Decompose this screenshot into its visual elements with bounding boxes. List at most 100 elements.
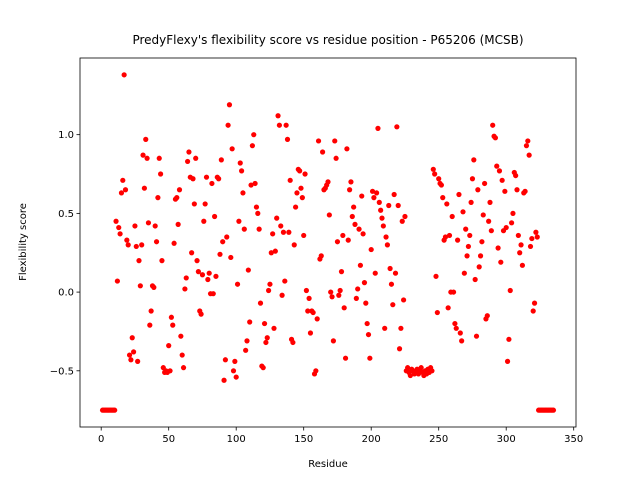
point [523, 143, 530, 149]
point [341, 305, 347, 311]
point [391, 191, 397, 198]
axes-frame [79, 57, 577, 428]
chart-title: PredyFlexy's flexibility score vs residu… [132, 33, 523, 47]
point [457, 330, 463, 336]
x-tick-label: 250 [429, 434, 448, 445]
point [141, 185, 147, 191]
x-tick-label: 200 [362, 434, 381, 445]
point [299, 195, 305, 201]
point [329, 294, 335, 300]
point [225, 122, 231, 128]
x-tick-label: 0 [98, 434, 104, 445]
point [124, 237, 130, 243]
point [440, 195, 446, 201]
point [120, 177, 126, 183]
point [509, 220, 515, 226]
point [217, 251, 223, 257]
x-tick-label: 300 [497, 434, 516, 445]
point [178, 333, 184, 339]
point [476, 264, 482, 270]
point [486, 218, 492, 224]
point [360, 231, 366, 237]
point [336, 292, 342, 298]
point [533, 229, 539, 235]
point [513, 172, 519, 179]
point [184, 158, 191, 165]
point [390, 302, 396, 308]
point [506, 336, 512, 342]
point [464, 253, 470, 259]
point [113, 218, 119, 224]
point [429, 368, 435, 374]
point [430, 166, 436, 172]
point [153, 239, 160, 245]
point [310, 309, 316, 316]
point [218, 157, 224, 163]
point [268, 250, 274, 256]
point [344, 146, 350, 152]
point [371, 195, 377, 201]
point [122, 187, 129, 193]
point [515, 232, 521, 239]
x-tick-label: 350 [564, 434, 583, 445]
point [228, 254, 234, 261]
y-tick-label: −0.5 [50, 366, 74, 377]
point [479, 239, 485, 245]
x-tick-label: 150 [294, 434, 313, 445]
point [367, 355, 373, 361]
point [401, 297, 407, 303]
point [116, 224, 122, 231]
point [452, 320, 458, 327]
point [301, 232, 307, 239]
point [121, 72, 127, 78]
point [159, 258, 165, 264]
point [436, 176, 442, 182]
point [531, 300, 538, 306]
point [351, 204, 357, 210]
point [305, 308, 311, 314]
point [118, 190, 125, 196]
point [157, 171, 164, 177]
point [418, 365, 424, 371]
point [287, 177, 293, 183]
point [480, 212, 486, 218]
point [292, 204, 299, 210]
point [438, 182, 445, 188]
y-tick-label: 0.0 [58, 288, 74, 299]
point [526, 152, 532, 158]
point [193, 155, 199, 161]
point [186, 149, 192, 155]
point [155, 195, 161, 201]
point [530, 308, 536, 314]
point [525, 138, 531, 144]
point [179, 352, 185, 358]
point [338, 269, 345, 275]
point [130, 349, 137, 355]
point [495, 245, 501, 251]
point [330, 338, 337, 344]
point [453, 325, 459, 331]
point [167, 368, 173, 374]
point [434, 309, 440, 316]
point [490, 122, 496, 128]
point [359, 193, 365, 199]
point [504, 358, 511, 364]
y-tick-label: 0.5 [58, 209, 74, 220]
point [216, 176, 222, 182]
point [202, 201, 208, 207]
point [383, 234, 389, 240]
point [125, 242, 131, 248]
point [455, 237, 461, 243]
point [514, 187, 520, 193]
point [171, 240, 177, 246]
point [249, 143, 255, 149]
point [302, 171, 308, 177]
point [494, 163, 500, 169]
point [298, 185, 304, 191]
point [471, 157, 477, 163]
point [151, 284, 157, 290]
point [475, 187, 481, 193]
point [136, 258, 142, 264]
point [205, 276, 211, 283]
